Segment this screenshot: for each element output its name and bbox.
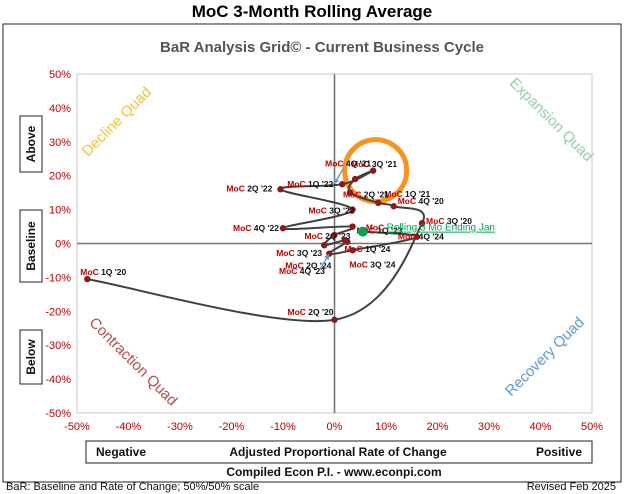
x-tick-label: -10% <box>270 421 296 433</box>
x-tick-label: 30% <box>478 421 500 433</box>
point-label: MoC 3Q '24 <box>350 259 396 269</box>
series: MoC 1Q '20 MoC 2Q '20 MoC 3Q '20 MoC 4Q '20… <box>80 137 495 323</box>
point-label: MoC 1Q '21 <box>384 189 430 199</box>
y-tick-label: -40% <box>45 374 71 386</box>
data-point <box>390 203 397 210</box>
chart-title: MoC 3-Month Rolling Average <box>192 2 433 21</box>
point-label: MoC 3Q '21 <box>351 159 397 169</box>
arrow-4q23 <box>319 257 328 270</box>
x-label-positive: Positive <box>536 445 582 459</box>
data-point <box>349 223 356 230</box>
point-label: MoC 2Q '23 <box>305 231 351 241</box>
data-point <box>344 238 351 246</box>
data-point <box>279 225 287 232</box>
arrow-4q23-head <box>324 254 329 260</box>
y-tick-label: 50% <box>49 69 71 81</box>
data-point <box>375 199 382 207</box>
x-label-main: Adjusted Proportional Rate of Change <box>229 445 447 459</box>
y-label-above-box: Above <box>19 115 43 173</box>
data-point <box>369 167 377 174</box>
point-label: MoC 3Q '20 <box>426 216 472 226</box>
point-label: MoC 2Q '20 <box>288 307 334 317</box>
quad-label-recovery: Recovery Quad <box>502 314 588 400</box>
x-tick-label: -40% <box>116 421 142 433</box>
y-tick-label: 10% <box>49 205 71 217</box>
y-label-baseline: Baseline <box>24 221 38 271</box>
point-label: MoC 2Q '22 <box>226 183 272 193</box>
footer-revised: Revised Feb 2025 <box>527 481 616 493</box>
y-tick-label: 0% <box>55 239 71 251</box>
current-point-label: MoC Rolling 3 Mo Ending Jan <box>366 223 495 234</box>
x-tick-label: 10% <box>375 421 397 433</box>
point-label: MoC 4Q '21 <box>325 159 371 169</box>
x-tick-label: -50% <box>64 421 90 433</box>
y-tick-label: -50% <box>45 408 71 420</box>
data-point <box>349 247 356 254</box>
quad-label-decline: Decline Quad <box>79 84 155 160</box>
y-label-baseline-box: Baseline <box>19 209 43 283</box>
y-label-below-box: Below <box>19 329 43 385</box>
series-line <box>87 169 425 322</box>
point-label: MoC 4Q '23 <box>279 266 325 276</box>
point-label: MoC 2Q '21 <box>343 190 389 200</box>
x-tick-label: 20% <box>426 421 448 433</box>
y-label-below: Below <box>24 339 38 375</box>
data-point <box>346 189 354 196</box>
data-point <box>351 175 359 183</box>
x-label-box: Negative Adjusted Proportional Rate of C… <box>85 440 593 464</box>
arrow-3q21 <box>335 168 344 182</box>
x-tick-label: 0% <box>327 421 343 433</box>
x-label-negative: Negative <box>96 445 146 459</box>
chart-frame <box>2 23 622 483</box>
y-tick-label: 30% <box>49 137 71 149</box>
footer-note: BaR: Baseline and Rate of Change; 50%/50… <box>6 481 259 493</box>
point-label: MoC 4Q '20 <box>398 196 444 206</box>
quad-label-contraction: Contraction Quad <box>86 314 181 409</box>
data-point <box>331 231 338 239</box>
axes: -50% -40% -30% -20% -10% 0% 10% 20% 30% 40% 50% 50%… <box>45 69 603 433</box>
data-point <box>418 219 426 227</box>
point-label: MoC 2Q '24 <box>285 261 331 271</box>
quad-label-expansion: Expansion Quad <box>506 75 596 165</box>
data-point <box>349 206 356 213</box>
y-tick-label: -30% <box>45 340 71 352</box>
data-point <box>321 241 328 249</box>
data-point <box>277 186 284 193</box>
arrow-3q21-head <box>333 178 339 185</box>
arrows <box>319 168 344 270</box>
point-label: MoC 3Q '22 <box>309 206 355 216</box>
point-label: MoC 1Q '22 <box>287 179 333 189</box>
y-label-above: Above <box>24 125 38 162</box>
x-tick-label: 40% <box>529 421 551 433</box>
x-tick-label: 50% <box>581 421 603 433</box>
credit-text: Compiled Econ P.I. - www.econpi.com <box>226 465 441 479</box>
point-label: MoC 4Q '24 <box>398 232 444 242</box>
y-tick-label: -10% <box>45 272 71 284</box>
current-point <box>357 226 368 237</box>
x-tick-label: -20% <box>219 421 245 433</box>
data-point <box>331 316 338 323</box>
point-label: MoC 4Q '22 <box>233 223 279 233</box>
y-tick-label: 40% <box>49 103 71 115</box>
x-tick-label: -30% <box>167 421 193 433</box>
chart-subtitle: BaR Analysis Grid© - Current Business Cy… <box>160 39 484 56</box>
point-label: MoC 3Q '23 <box>276 248 322 258</box>
point-label: MoC 1Q '20 <box>80 267 126 277</box>
data-point <box>339 180 346 188</box>
y-tick-label: 20% <box>49 171 71 183</box>
y-tick-label: -20% <box>45 306 71 318</box>
data-point <box>413 233 421 240</box>
data-point <box>84 275 91 283</box>
